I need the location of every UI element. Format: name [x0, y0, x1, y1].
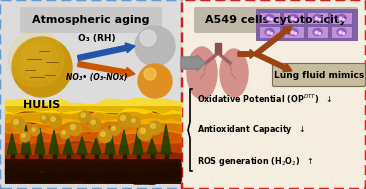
Text: HULIS: HULIS — [23, 100, 61, 110]
Polygon shape — [7, 133, 17, 154]
Circle shape — [30, 126, 40, 136]
Circle shape — [79, 111, 91, 123]
Circle shape — [89, 118, 101, 130]
Circle shape — [112, 127, 115, 130]
Circle shape — [51, 117, 55, 121]
Circle shape — [8, 31, 64, 87]
Text: Lung fluid mimics: Lung fluid mimics — [274, 70, 364, 80]
Ellipse shape — [265, 29, 274, 36]
Circle shape — [11, 117, 25, 131]
Ellipse shape — [289, 15, 298, 22]
Ellipse shape — [313, 29, 322, 36]
Circle shape — [60, 129, 70, 139]
FancyBboxPatch shape — [0, 0, 183, 189]
Ellipse shape — [220, 49, 248, 97]
Polygon shape — [255, 52, 292, 72]
Circle shape — [49, 115, 61, 127]
Text: Atmospheric aging: Atmospheric aging — [32, 15, 150, 25]
Bar — [259, 12, 280, 24]
Circle shape — [138, 64, 172, 98]
Polygon shape — [161, 124, 171, 154]
Bar — [283, 12, 304, 24]
Circle shape — [81, 113, 85, 117]
Bar — [5, 159, 181, 184]
Circle shape — [132, 119, 135, 122]
Polygon shape — [147, 139, 157, 154]
Circle shape — [148, 121, 162, 135]
FancyBboxPatch shape — [273, 64, 366, 87]
Circle shape — [138, 126, 152, 140]
Circle shape — [98, 129, 112, 143]
Bar — [5, 106, 181, 184]
Polygon shape — [238, 50, 256, 59]
Polygon shape — [255, 26, 292, 56]
Circle shape — [32, 128, 35, 131]
Circle shape — [22, 134, 25, 137]
Circle shape — [144, 68, 156, 80]
Circle shape — [14, 37, 58, 81]
Bar — [259, 26, 280, 38]
Polygon shape — [119, 130, 129, 154]
Text: O₃ (RH): O₃ (RH) — [78, 34, 116, 43]
Text: Oxidative Potential (OP$^{DTT}$)  $\downarrow$: Oxidative Potential (OP$^{DTT}$) $\downa… — [197, 92, 332, 106]
Polygon shape — [21, 125, 31, 154]
Ellipse shape — [289, 29, 298, 36]
Ellipse shape — [313, 15, 322, 22]
Bar — [331, 26, 352, 38]
Bar — [307, 12, 328, 24]
Circle shape — [101, 132, 105, 136]
Bar — [283, 26, 304, 38]
Circle shape — [12, 37, 72, 97]
Circle shape — [130, 117, 140, 127]
Polygon shape — [133, 128, 143, 154]
Circle shape — [62, 131, 65, 134]
FancyArrow shape — [181, 55, 205, 71]
Polygon shape — [77, 137, 87, 154]
Text: ROS generation (H$_2$O$_2$)  $\uparrow$: ROS generation (H$_2$O$_2$) $\uparrow$ — [197, 154, 313, 167]
Polygon shape — [78, 43, 135, 60]
Circle shape — [20, 132, 30, 142]
Circle shape — [140, 128, 145, 133]
Circle shape — [91, 120, 95, 124]
Polygon shape — [91, 138, 101, 154]
Circle shape — [20, 43, 52, 75]
Text: NO₃• (O₃-NOx): NO₃• (O₃-NOx) — [66, 73, 128, 82]
Ellipse shape — [265, 15, 274, 22]
Text: A549 cells cytotoxicity: A549 cells cytotoxicity — [205, 15, 347, 25]
Text: Antioxidant Capacity  $\downarrow$: Antioxidant Capacity $\downarrow$ — [197, 123, 305, 136]
Circle shape — [14, 120, 18, 124]
FancyBboxPatch shape — [194, 7, 358, 33]
Circle shape — [135, 26, 175, 66]
Polygon shape — [35, 128, 45, 154]
Circle shape — [140, 30, 156, 46]
Polygon shape — [78, 62, 135, 77]
Circle shape — [68, 122, 82, 136]
Circle shape — [110, 125, 120, 135]
Circle shape — [118, 113, 132, 127]
Ellipse shape — [337, 15, 346, 22]
Ellipse shape — [187, 47, 217, 99]
Bar — [307, 26, 328, 38]
Circle shape — [120, 115, 125, 120]
Circle shape — [150, 124, 155, 128]
Polygon shape — [63, 137, 73, 154]
FancyBboxPatch shape — [182, 0, 366, 189]
Ellipse shape — [337, 29, 346, 36]
FancyBboxPatch shape — [20, 7, 162, 33]
Polygon shape — [105, 126, 115, 154]
Circle shape — [42, 116, 45, 119]
Circle shape — [71, 125, 75, 129]
Circle shape — [41, 115, 49, 124]
Polygon shape — [49, 130, 59, 154]
Bar — [256, 9, 358, 41]
Bar — [331, 12, 352, 24]
